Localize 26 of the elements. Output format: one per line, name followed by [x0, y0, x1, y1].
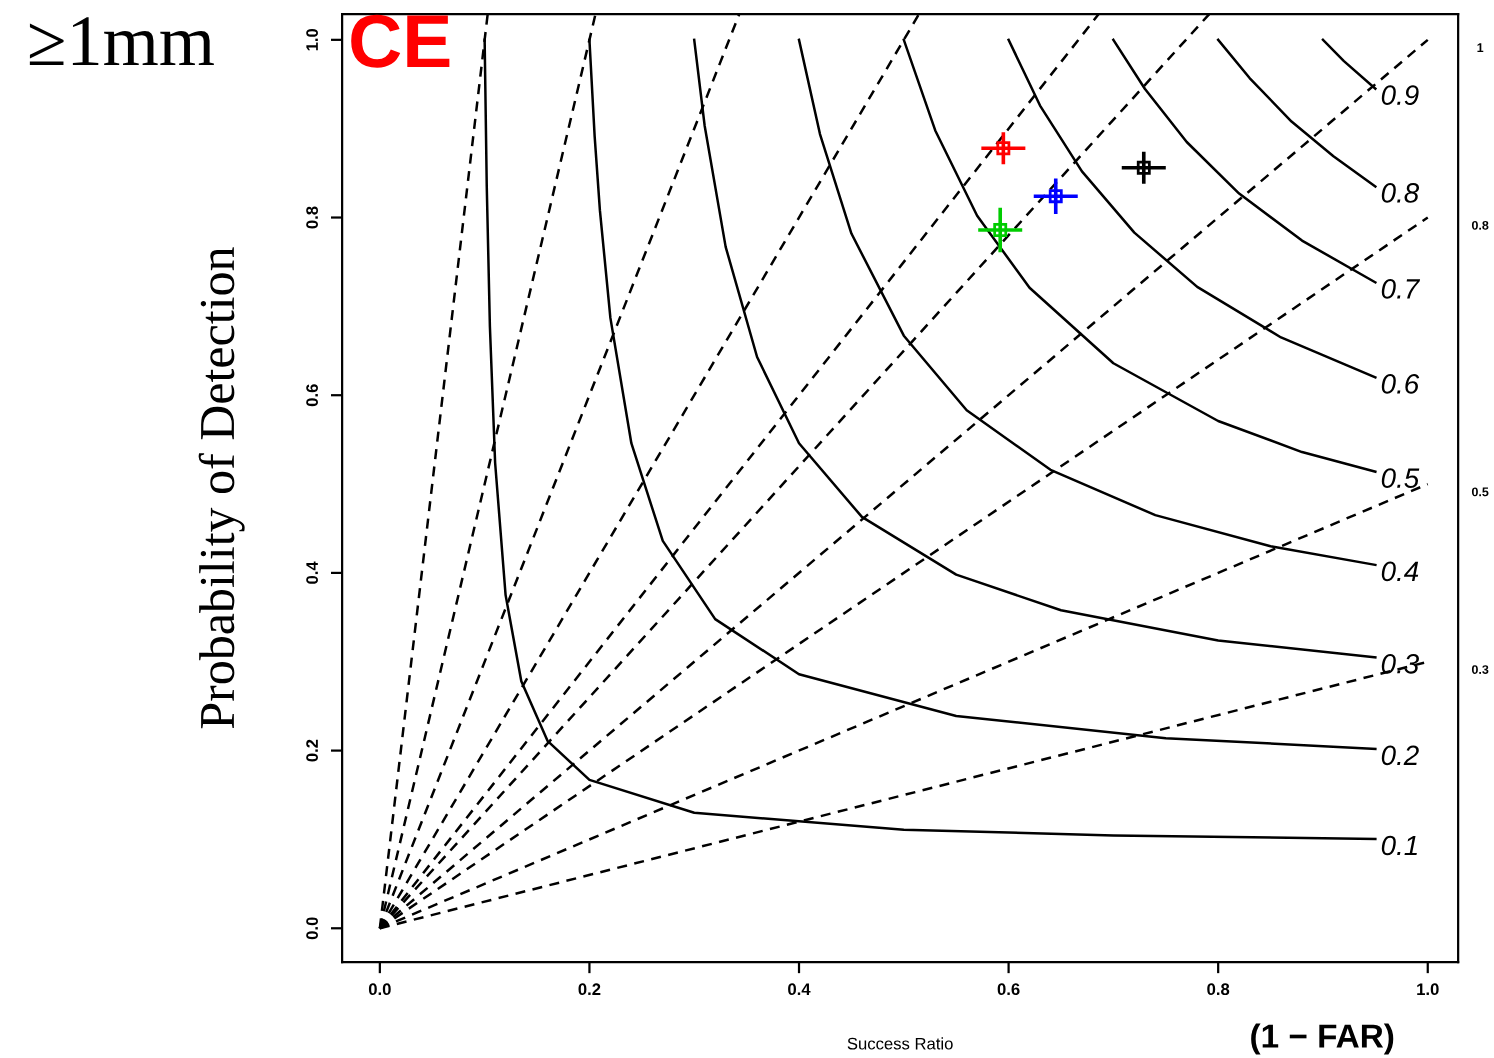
series-label: 0.3: [1381, 653, 1419, 674]
y-tick-label: 0.8: [306, 206, 318, 229]
x-tick-label: 0.2: [578, 983, 601, 996]
text: (1 − FAR): [1251, 1023, 1394, 1055]
y-tick-label: 0.6: [306, 384, 318, 407]
x-tick-label: 0.0: [368, 983, 391, 996]
series-label: 0.2: [1381, 745, 1419, 766]
y-tick-label: 1.0: [306, 28, 318, 51]
series-label: 0.6: [1381, 374, 1420, 394]
series-label: 0.1: [1381, 835, 1417, 856]
x-tick-label: 0.6: [997, 983, 1020, 996]
series-label: 0.4: [1381, 561, 1419, 582]
series-label: 0.5: [1381, 468, 1420, 488]
y-axis-title: Probability of Detection: [198, 247, 245, 729]
y-tick-label: 0.4: [306, 561, 318, 584]
series-label: 0.7: [1381, 279, 1421, 299]
x-tick-label: 0.8: [1207, 983, 1230, 996]
series-label: 0.8: [1381, 183, 1420, 203]
x-tick-label: 0.4: [788, 983, 811, 996]
series-label: 0.9: [1381, 85, 1419, 106]
y-tick-label: 0.2: [306, 739, 318, 762]
annotation: CE: [351, 14, 450, 68]
y-tick-label: 0.0: [306, 917, 318, 940]
text: ≥1mm: [29, 17, 214, 65]
x-tick-label: 1.0: [1417, 983, 1439, 996]
x-axis-title: Success Ratio: [847, 1037, 953, 1050]
